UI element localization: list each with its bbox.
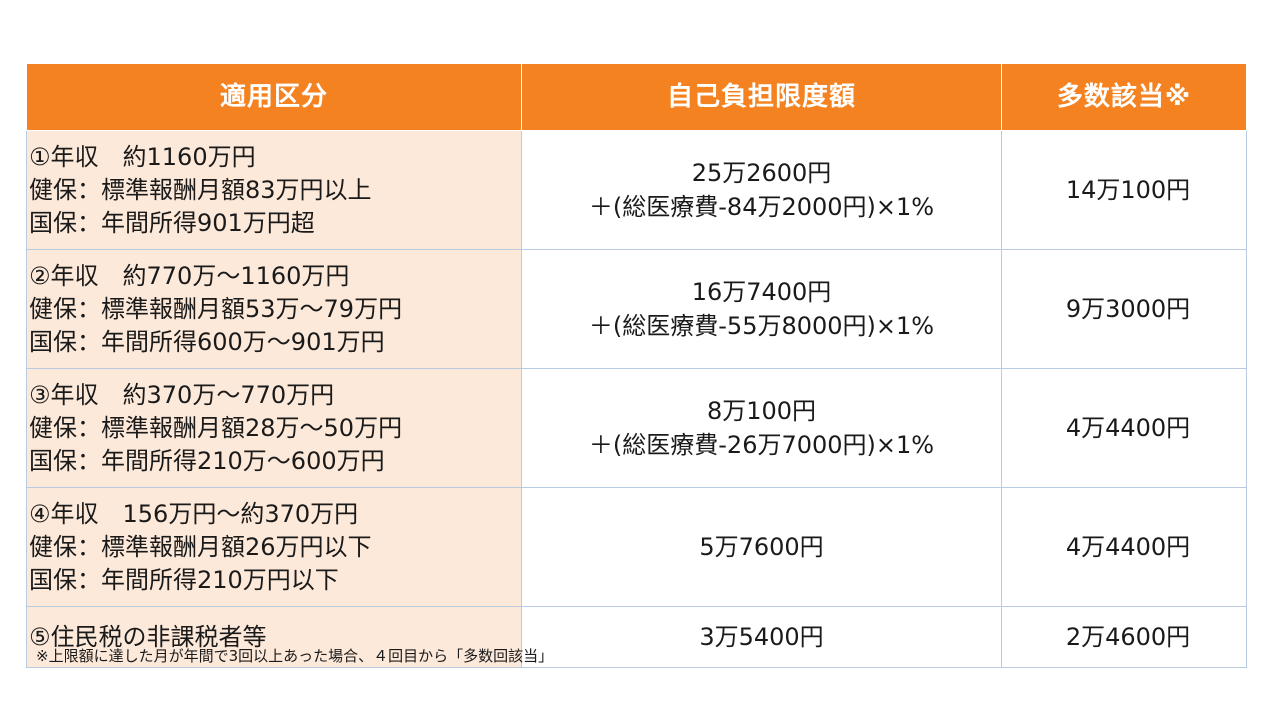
header-category: 適用区分 — [26, 63, 522, 131]
cost-limit-table: 適用区分 自己負担限度額 多数該当※ ①年収 約1160万円 健保：標準報酬月額… — [26, 63, 1247, 668]
table-row: ①年収 約1160万円 健保：標準報酬月額83万円以上 国保：年間所得901万円… — [26, 130, 1247, 250]
category-line: 国保：年間所得600万～901万円 — [29, 327, 385, 356]
category-line: 国保：年間所得210万円以下 — [29, 565, 339, 594]
category-line: ⑤住民税の非課税者等 — [29, 622, 267, 651]
limit-line: 3万5400円 — [699, 623, 824, 651]
category-line: 健保：標準報酬月額53万～79万円 — [29, 294, 403, 323]
category-cell: ③年収 約370万～770万円 健保：標準報酬月額28万～50万円 国保：年間所… — [26, 368, 522, 488]
multiple-cell: 9万3000円 — [1001, 249, 1247, 369]
category-line: 国保：年間所得210万～600万円 — [29, 446, 385, 475]
header-multiple: 多数該当※ — [1001, 63, 1247, 131]
multiple-cell: 2万4600円 — [1001, 606, 1247, 668]
category-cell: ④年収 156万円～約370万円 健保：標準報酬月額26万円以下 国保：年間所得… — [26, 487, 522, 607]
limit-line: ＋(総医療費-84万2000円)×1% — [588, 193, 935, 221]
limit-line: 16万7400円 — [691, 278, 832, 306]
limit-line: 8万100円 — [706, 397, 817, 425]
category-line: ①年収 約1160万円 — [29, 142, 256, 171]
footnote: ※上限額に達した月が年間で3回以上あった場合、４回目から「多数回該当」 — [36, 647, 554, 665]
limit-line: ＋(総医療費-55万8000円)×1% — [588, 312, 935, 340]
limit-line: 25万2600円 — [691, 159, 832, 187]
multiple-cell: 4万4400円 — [1001, 368, 1247, 488]
category-line: 国保：年間所得901万円超 — [29, 208, 315, 237]
limit-cell: 5万7600円 — [521, 487, 1002, 607]
cost-limit-table-container: 適用区分 自己負担限度額 多数該当※ ①年収 約1160万円 健保：標準報酬月額… — [26, 63, 1247, 668]
table-row: ②年収 約770万～1160万円 健保：標準報酬月額53万～79万円 国保：年間… — [26, 249, 1247, 369]
limit-cell: 16万7400円 ＋(総医療費-55万8000円)×1% — [521, 249, 1002, 369]
limit-cell: 25万2600円 ＋(総医療費-84万2000円)×1% — [521, 130, 1002, 250]
category-line: ④年収 156万円～約370万円 — [29, 499, 359, 528]
table-row: ③年収 約370万～770万円 健保：標準報酬月額28万～50万円 国保：年間所… — [26, 368, 1247, 488]
header-limit: 自己負担限度額 — [521, 63, 1002, 131]
category-line: 健保：標準報酬月額26万円以下 — [29, 532, 372, 561]
limit-line: 5万7600円 — [699, 533, 824, 561]
limit-cell: 3万5400円 — [521, 606, 1002, 668]
multiple-cell: 4万4400円 — [1001, 487, 1247, 607]
category-cell: ①年収 約1160万円 健保：標準報酬月額83万円以上 国保：年間所得901万円… — [26, 130, 522, 250]
table-row: ⑤住民税の非課税者等 3万5400円 2万4600円 — [26, 606, 1247, 668]
category-line: ②年収 約770万～1160万円 — [29, 261, 350, 290]
limit-cell: 8万100円 ＋(総医療費-26万7000円)×1% — [521, 368, 1002, 488]
category-cell: ⑤住民税の非課税者等 — [26, 606, 522, 668]
table-header-row: 適用区分 自己負担限度額 多数該当※ — [26, 63, 1247, 131]
category-line: 健保：標準報酬月額83万円以上 — [29, 175, 372, 204]
category-line: ③年収 約370万～770万円 — [29, 380, 335, 409]
table-row: ④年収 156万円～約370万円 健保：標準報酬月額26万円以下 国保：年間所得… — [26, 487, 1247, 607]
limit-line: ＋(総医療費-26万7000円)×1% — [588, 431, 935, 459]
category-line: 健保：標準報酬月額28万～50万円 — [29, 413, 403, 442]
category-cell: ②年収 約770万～1160万円 健保：標準報酬月額53万～79万円 国保：年間… — [26, 249, 522, 369]
multiple-cell: 14万100円 — [1001, 130, 1247, 250]
